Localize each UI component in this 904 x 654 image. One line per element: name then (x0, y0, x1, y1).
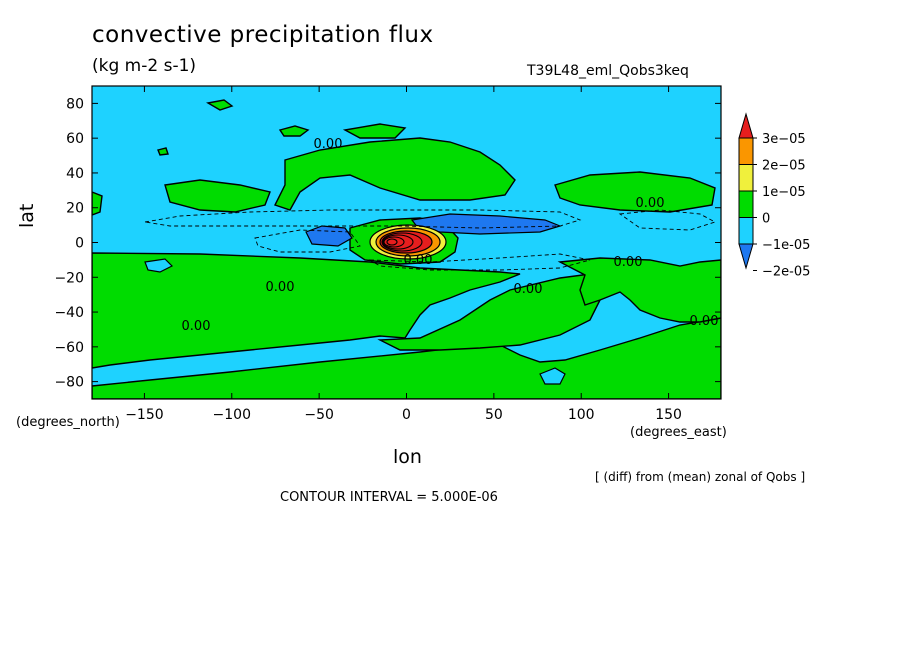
x-tick-label: 150 (655, 407, 682, 423)
core-contour-3 (383, 236, 405, 248)
core-contour-2 (382, 234, 414, 250)
colorbar-segment (738, 190, 754, 218)
region-south-green-2 (92, 317, 721, 399)
y-tick-label: −20 (54, 270, 84, 286)
region-north-green-1 (274, 137, 516, 211)
dashed-contour-2 (254, 229, 361, 253)
core-contour-4 (386, 238, 398, 246)
y-axis-unit: (degrees_north) (16, 415, 120, 430)
y-tick-label: −80 (54, 375, 84, 391)
region-north-green-5 (278, 125, 310, 137)
region-west-africa-green (557, 257, 721, 323)
contour-label: 0.00 (636, 196, 665, 211)
region-hole-1 (144, 258, 174, 273)
y-tick-label: 60 (66, 131, 84, 147)
diff-note: [ (diff) from (mean) zonal of Qobs ] (595, 470, 806, 484)
y-tick-label: 0 (75, 236, 84, 252)
contour-label: 0.00 (614, 255, 643, 270)
colorbar-segment (738, 137, 754, 165)
contour-label: 0.00 (690, 314, 719, 329)
dashed-contour-1 (144, 209, 582, 229)
contour-label: 0.00 (404, 253, 433, 268)
run-id: T39L48_eml_Qobs3keq (527, 63, 689, 79)
region-north-green-7 (206, 99, 234, 111)
contour-label: 0.00 (314, 137, 343, 152)
y-tick-label: −40 (54, 305, 84, 321)
y-tick-label: 20 (66, 201, 84, 217)
contour-label: 0.00 (182, 319, 211, 334)
colorbar-label: 1e−05 (762, 185, 806, 200)
colorbar-label: 3e−05 (762, 132, 806, 147)
region-pos-red (379, 230, 433, 254)
colorbar-label: −2e-05 (762, 265, 810, 280)
colorbar: 3e−05 2e−05 1e−05 0 −1e-05 −2e-05 (738, 112, 810, 280)
x-axis-unit: (degrees_east) (630, 425, 727, 440)
region-north-green-6 (342, 123, 407, 139)
y-tick-label: 40 (66, 166, 84, 182)
region-north-green-2 (164, 179, 271, 213)
colorbar-arrow-bottom (738, 243, 754, 270)
contour-label: 0.00 (514, 282, 543, 297)
x-axis-ticks: −150 −100 −50 0 50 100 150 (125, 86, 682, 423)
colorbar-label: 2e−05 (762, 159, 806, 174)
contour-labels: 0.00 0.00 0.00 0.00 0.00 0.00 0.00 0.00 (182, 137, 719, 334)
contour-fields (92, 99, 721, 399)
region-south-green (92, 252, 521, 369)
region-north-green-4 (92, 191, 103, 216)
chart-title: convective precipitation flux (92, 22, 434, 48)
chart-units: (kg m-2 s-1) (92, 56, 197, 76)
x-tick-label: −100 (213, 407, 251, 423)
colorbar-arrow-top (738, 112, 754, 139)
colorbar-segment (738, 217, 754, 245)
y-axis-ticks: 80 60 40 20 0 −20 −40 −60 −80 (54, 96, 721, 391)
region-hole-2 (539, 367, 566, 385)
region-north-green-8 (157, 147, 169, 156)
contour-label: 0.00 (266, 280, 295, 295)
x-tick-label: 50 (485, 407, 503, 423)
x-axis-label: lon (393, 446, 422, 468)
colorbar-label: 0 (762, 212, 770, 227)
y-tick-label: −60 (54, 340, 84, 356)
x-tick-label: −150 (125, 407, 163, 423)
x-tick-label: 100 (568, 407, 595, 423)
dashed-contour-3 (368, 253, 591, 271)
x-tick-label: 0 (402, 407, 411, 423)
colorbar-segment (738, 164, 754, 192)
colorbar-label: −1e-05 (762, 238, 810, 253)
x-tick-label: −50 (304, 407, 334, 423)
core-contour-1 (381, 232, 423, 252)
region-north-green-3 (554, 171, 716, 213)
y-tick-label: 80 (66, 96, 84, 112)
contour-interval: CONTOUR INTERVAL = 5.000E-06 (280, 490, 498, 505)
